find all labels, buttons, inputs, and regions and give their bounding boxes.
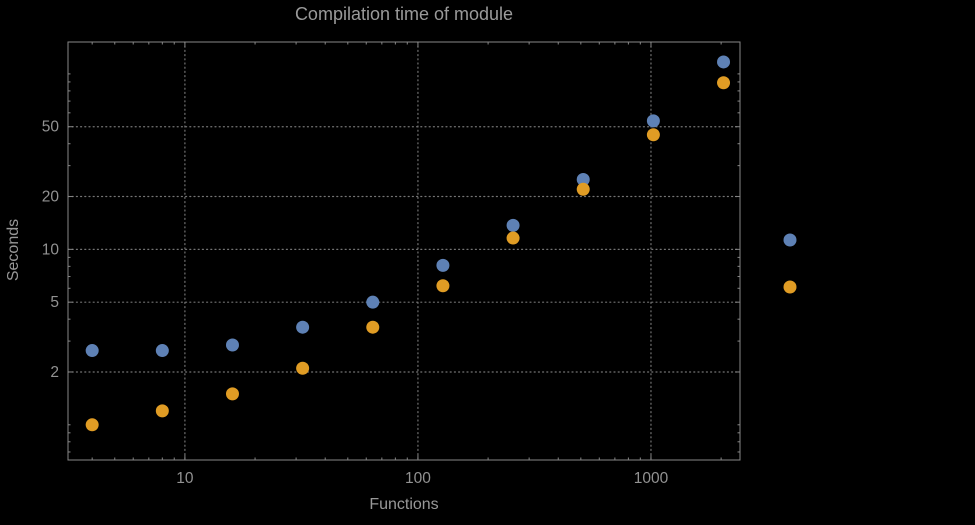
data-point-orange — [436, 279, 450, 293]
x-tick-label: 10 — [176, 470, 194, 487]
x-tick-label: 100 — [405, 470, 431, 487]
data-point-blue — [155, 344, 169, 358]
plot-frame — [67, 41, 741, 461]
data-point-blue — [646, 114, 660, 128]
legend-marker-orange — [783, 280, 797, 294]
chart-title: Compilation time of module — [294, 4, 514, 24]
x-axis-label: Functions — [369, 496, 439, 513]
data-point-blue — [366, 295, 380, 309]
y-tick-label: 2 — [50, 364, 59, 381]
data-point-blue — [576, 173, 590, 187]
y-tick-label: 10 — [42, 241, 60, 258]
data-point-orange — [296, 361, 310, 375]
data-point-orange — [225, 387, 239, 401]
y-tick-label: 5 — [50, 294, 59, 311]
data-point-orange — [646, 128, 660, 142]
data-point-blue — [85, 344, 99, 358]
data-point-orange — [85, 418, 99, 432]
y-tick-label: 20 — [42, 189, 60, 206]
data-point-orange — [155, 404, 169, 418]
data-point-blue — [225, 338, 239, 352]
data-point-blue — [436, 258, 450, 272]
data-point-blue — [296, 320, 310, 334]
data-point-orange — [506, 231, 520, 245]
data-point-orange — [717, 76, 731, 90]
y-tick-label: 50 — [42, 119, 60, 136]
data-point-orange — [576, 182, 590, 196]
data-point-blue — [506, 218, 520, 232]
legend-marker-blue — [783, 233, 797, 247]
data-point-orange — [366, 320, 380, 334]
data-point-blue — [717, 55, 731, 69]
x-tick-label: 1000 — [634, 470, 669, 487]
